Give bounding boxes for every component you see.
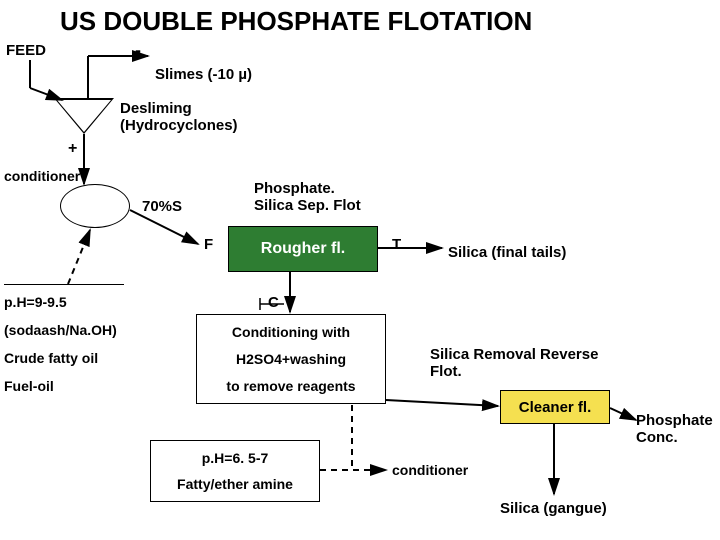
cond-with-text: Conditioning with — [232, 324, 350, 340]
t-label: T — [392, 236, 401, 253]
remove-reagents-text: to remove reagents — [226, 378, 355, 394]
rougher-box: Rougher fl. — [228, 226, 378, 272]
cleaner-box: Cleaner fl. — [500, 390, 610, 424]
f-label: F — [204, 236, 213, 253]
desliming-label: Desliming (Hydrocyclones) — [120, 100, 238, 134]
conditioner2-label: conditioner — [392, 462, 468, 478]
cleaner-text: Cleaner fl. — [519, 399, 592, 416]
page-title: US DOUBLE PHOSPHATE FLOTATION — [60, 6, 532, 37]
conditioning-box: Conditioning with H2SO4+washing to remov… — [196, 314, 386, 404]
c-label: C — [268, 294, 279, 311]
ph65-text: p.H=6. 5-7 — [202, 450, 269, 466]
sodaash-label: (sodaash/Na.OH) — [4, 322, 117, 338]
ph9-label: p.H=9-9.5 — [4, 294, 67, 310]
desliming-line1: Desliming — [120, 100, 192, 117]
silica-final-label: Silica (final tails) — [448, 244, 566, 261]
fatty-amine-text: Fatty/ether amine — [177, 476, 293, 492]
hrule — [4, 284, 124, 285]
rougher-text: Rougher fl. — [261, 240, 345, 258]
silica-removal-line1: Silica Removal Reverse — [430, 346, 598, 363]
phos-silica-line1: Phosphate. — [254, 180, 335, 197]
silica-removal-line2: Flot. — [430, 363, 462, 380]
phos-silica-label: Phosphate. Silica Sep. Flot — [254, 180, 361, 214]
minus-label: - — [135, 40, 141, 61]
ph65-box: p.H=6. 5-7 Fatty/ether amine — [150, 440, 320, 502]
phos-conc-line1: Phosphate — [636, 412, 713, 429]
crude-label: Crude fatty oil — [4, 350, 98, 366]
phos-silica-line2: Silica Sep. Flot — [254, 197, 361, 214]
feed-label: FEED — [6, 42, 46, 59]
pct70s-label: 70%S — [142, 198, 182, 215]
hydrocyclone-shape — [54, 98, 114, 134]
plus-label: + — [68, 140, 77, 158]
h2so4-text: H2SO4+washing — [236, 351, 346, 367]
phos-conc-line2: Conc. — [636, 429, 678, 446]
silica-gangue-label: Silica (gangue) — [500, 500, 607, 517]
conditioner-ellipse — [60, 184, 130, 228]
fueloil-label: Fuel-oil — [4, 378, 54, 394]
conditioner-label: conditioner — [4, 168, 80, 184]
silica-removal-label: Silica Removal Reverse Flot. — [430, 346, 598, 380]
phos-conc-label: Phosphate Conc. — [636, 412, 713, 446]
slimes-label: Slimes (-10 µ) — [155, 66, 252, 83]
desliming-line2: (Hydrocyclones) — [120, 117, 238, 134]
